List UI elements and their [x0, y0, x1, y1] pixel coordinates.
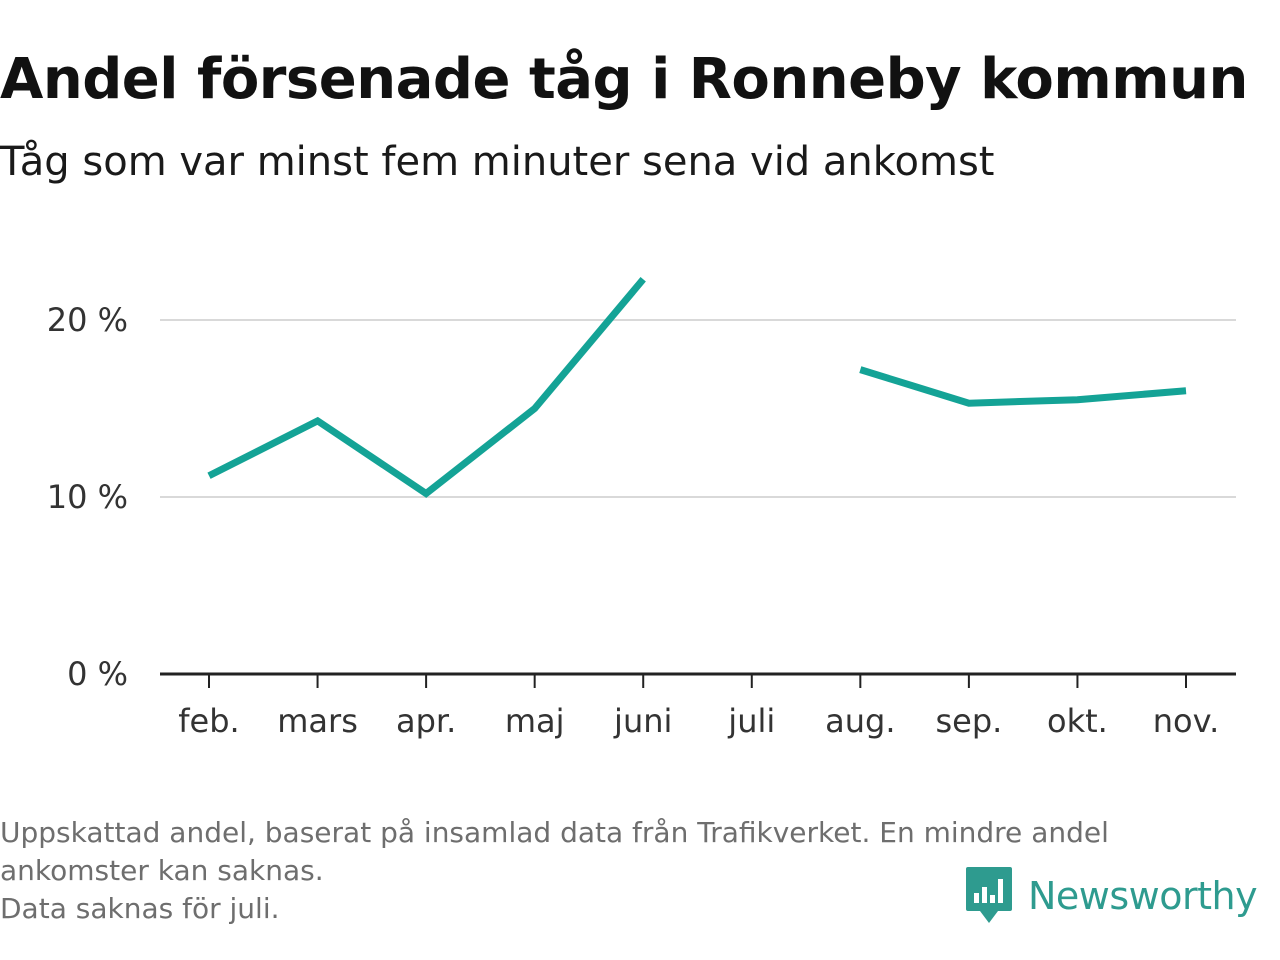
- grid-lines: [160, 319, 1236, 498]
- footnote: Uppskattad andel, baserat på insamlad da…: [0, 814, 1265, 928]
- y-axis-tick-labels: 0 % 10 % 20 %: [47, 301, 128, 693]
- x-axis: [160, 672, 1236, 688]
- x-tick-label: sep.: [935, 702, 1002, 740]
- series-line-segment: [207, 277, 646, 498]
- x-tick-label: okt.: [1047, 702, 1108, 740]
- footnote-line-3: Data saknas för juli.: [0, 892, 280, 925]
- x-tick-label: mars: [277, 702, 358, 740]
- x-tick-label: maj: [505, 702, 565, 740]
- x-tick-label: apr.: [396, 702, 456, 740]
- x-tick-label: juli: [727, 702, 775, 740]
- x-tick-label: aug.: [825, 702, 895, 740]
- x-tick-label: juni: [613, 702, 672, 740]
- x-tick-label: feb.: [178, 702, 239, 740]
- y-tick-label: 0 %: [67, 655, 128, 693]
- chart-title: Andel försenade tåg i Ronneby kommun: [0, 47, 1248, 112]
- y-tick-label: 10 %: [47, 478, 128, 516]
- series-lines: [207, 277, 1187, 498]
- x-tick-label: nov.: [1153, 702, 1219, 740]
- series-line-segment: [859, 366, 1187, 407]
- footnote-line-2: ankomster kan saknas.: [0, 854, 324, 887]
- x-axis-tick-labels: feb. mars apr. maj juni juli aug. sep. okt. nov.: [178, 702, 1219, 740]
- line-chart: 0 % 10 % 20 % feb. mars apr. maj juni juli aug. s…: [47, 277, 1236, 740]
- y-tick-label: 20 %: [47, 301, 128, 339]
- brand-name: Newsworthy: [1028, 874, 1258, 918]
- brand-logo: Newsworthy: [964, 864, 1258, 928]
- chart-subtitle: Tåg som var minst fem minuter sena vid a…: [0, 139, 995, 185]
- footnote-line-1: Uppskattad andel, baserat på insamlad da…: [0, 816, 1109, 849]
- newsworthy-logo-icon: [966, 867, 1012, 923]
